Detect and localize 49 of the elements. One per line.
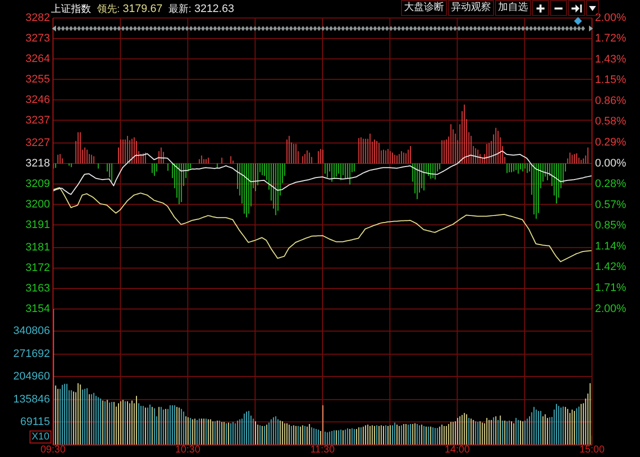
y2-tick-label: 0.57% bbox=[595, 198, 626, 211]
y-tick-label: 3282 bbox=[26, 12, 50, 24]
y2-tick-label: 1.42% bbox=[595, 260, 626, 273]
y-tick-label: 3163 bbox=[26, 282, 50, 295]
y2-tick-label: 1.71% bbox=[595, 282, 626, 294]
text: 加自选 bbox=[495, 0, 531, 16]
x-tick-label: 15:00 bbox=[579, 444, 605, 456]
y2-tick-label: 0.58% bbox=[595, 115, 626, 128]
x-tick-label: 11:30 bbox=[310, 444, 336, 456]
y-tick-label: 271692 bbox=[13, 348, 50, 360]
y-tick-label: 3172 bbox=[26, 262, 50, 274]
y-tick-label: 3191 bbox=[26, 218, 50, 231]
y2-tick-label: 0.28% bbox=[595, 178, 626, 190]
y2-tick-label: 1.14% bbox=[595, 240, 626, 252]
text: 最新: bbox=[168, 2, 192, 16]
x-tick-label: 09:30 bbox=[40, 444, 66, 456]
y-tick-label: 3209 bbox=[26, 178, 50, 190]
y-tick-label: 3181 bbox=[26, 242, 50, 254]
y-tick-label: 3200 bbox=[26, 198, 50, 210]
y-tick-label: 3154 bbox=[26, 303, 50, 315]
chart-title: 上证指数 bbox=[51, 2, 91, 16]
text: 领先: bbox=[97, 2, 120, 16]
text: 大盘诊断 bbox=[401, 0, 447, 16]
y-axis-title: X10 bbox=[32, 432, 50, 442]
y-tick-label: 3237 bbox=[26, 114, 50, 126]
y2-tick-label: 0.00% bbox=[595, 158, 626, 170]
text: 3179.67 bbox=[122, 3, 163, 15]
y2-tick-label: 2.00% bbox=[595, 303, 626, 315]
y-tick-label: 3218 bbox=[26, 158, 50, 170]
y-tick-label: 3227 bbox=[26, 137, 50, 150]
y2-tick-label: 0.85% bbox=[595, 219, 626, 232]
text: 异动观察 bbox=[448, 0, 494, 16]
y2-tick-label: 0.86% bbox=[595, 94, 626, 107]
y-tick-label: 135846 bbox=[13, 394, 50, 406]
y2-tick-label: 1.72% bbox=[595, 32, 626, 44]
y-tick-label: 3255 bbox=[26, 73, 50, 86]
y2-tick-label: 2.00% bbox=[595, 12, 626, 24]
x-tick-label: 10:30 bbox=[175, 444, 201, 456]
y-tick-label: 3264 bbox=[26, 52, 50, 65]
y-tick-label: 204960 bbox=[13, 370, 50, 383]
y2-tick-label: 1.43% bbox=[595, 53, 626, 66]
y-tick-label: 3246 bbox=[26, 94, 50, 106]
y-tick-label: 3273 bbox=[26, 32, 50, 44]
y-tick-label: 69115 bbox=[20, 416, 50, 428]
text: 3212.63 bbox=[194, 3, 234, 15]
x-tick-label: 14:00 bbox=[444, 444, 470, 456]
y-tick-label: 340806 bbox=[13, 325, 50, 338]
y2-tick-label: 1.15% bbox=[595, 74, 626, 86]
y2-tick-label: 0.29% bbox=[595, 136, 626, 148]
